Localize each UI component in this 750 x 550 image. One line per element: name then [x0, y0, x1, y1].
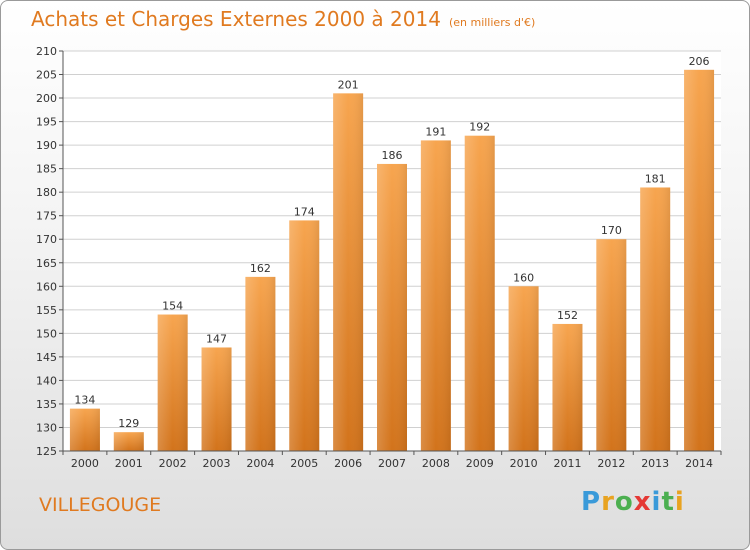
y-tick-label: 165 [36, 257, 57, 270]
location-label: VILLEGOUGE [39, 494, 162, 516]
y-tick-label: 180 [36, 186, 57, 199]
bar-shade [596, 239, 627, 451]
logo-letter: r [601, 487, 615, 517]
logo-letter: x [633, 487, 652, 517]
chart-title-text: Achats et Charges Externes 2000 à 2014 [31, 7, 441, 31]
y-tick-label: 200 [36, 92, 57, 105]
y-tick-label: 145 [36, 351, 57, 364]
x-tick-label: 2003 [203, 457, 231, 470]
value-label: 192 [469, 121, 490, 134]
y-tick-label: 155 [36, 304, 57, 317]
value-label: 129 [118, 417, 139, 430]
bar-shade [377, 163, 407, 452]
x-tick-label: 2009 [466, 457, 494, 470]
logo-letter: i [651, 487, 662, 517]
bar-shade [508, 286, 539, 451]
value-label: 191 [425, 125, 446, 138]
axes: 125 130 135 140 145 150 155 160 165 170 175 180 185 1… [36, 45, 722, 470]
y-tick-label: 160 [36, 280, 57, 293]
x-tick-label: 2005 [290, 457, 318, 470]
y-tick-label: 125 [36, 445, 57, 458]
x-tick-label: 2014 [685, 457, 713, 470]
x-tick-label: 2001 [115, 457, 143, 470]
x-tick-label: 2002 [159, 457, 187, 470]
y-tick-label: 130 [36, 421, 57, 434]
chart-title: Achats et Charges Externes 2000 à 2014 (e… [31, 7, 535, 31]
x-tick-label: 2000 [71, 457, 99, 470]
logo-letter: P [581, 487, 602, 517]
y-tick-label: 170 [36, 233, 57, 246]
y-tick-label: 175 [36, 210, 57, 223]
x-tick-label: 2007 [378, 457, 406, 470]
value-label: 201 [338, 78, 359, 91]
bar-shade [113, 432, 144, 451]
bar-shade [552, 323, 583, 451]
value-label: 160 [513, 271, 534, 284]
x-tick-label: 2008 [422, 457, 450, 470]
value-label: 174 [294, 205, 315, 218]
y-tick-label: 190 [36, 139, 57, 152]
bar-shade [289, 220, 320, 451]
chart-unit-note: (en milliers d'€) [448, 16, 536, 29]
x-tick-label: 2006 [334, 457, 362, 470]
bar-shade [201, 347, 232, 451]
logo-letter: t [661, 487, 675, 517]
value-label: 147 [206, 332, 227, 345]
logo-letter: o [614, 487, 634, 517]
bars: 134 129 154 147 162 174 201 186 191 192 160 152 170 1… [69, 55, 715, 452]
y-tick-label: 185 [36, 163, 57, 176]
logo-letter: i [674, 487, 685, 517]
bar-shade [464, 135, 495, 452]
y-tick-label: 135 [36, 398, 57, 411]
y-tick-label: 195 [36, 116, 57, 129]
y-tick-label: 205 [36, 69, 57, 82]
value-label: 152 [557, 309, 578, 322]
bar-shade [684, 69, 715, 451]
x-tick-label: 2010 [510, 457, 538, 470]
value-label: 162 [250, 262, 271, 275]
x-tick-label: 2013 [641, 457, 669, 470]
bar-shade [69, 408, 100, 451]
proxiti-logo: Proxiti [581, 487, 685, 517]
y-tick-label: 150 [36, 327, 57, 340]
value-label: 206 [689, 55, 710, 68]
y-tick-label: 210 [36, 45, 57, 58]
x-tick-label: 2011 [553, 457, 581, 470]
bar-shade [640, 187, 671, 451]
bar-shade [245, 276, 276, 451]
y-tick-label: 140 [36, 374, 57, 387]
x-tick-label: 2004 [246, 457, 274, 470]
value-label: 134 [74, 394, 95, 407]
value-label: 170 [601, 224, 622, 237]
bar-shade [157, 314, 188, 451]
value-label: 186 [382, 149, 403, 162]
value-label: 154 [162, 300, 183, 313]
value-label: 181 [645, 172, 666, 185]
bar-shade [420, 140, 451, 452]
bar-shade [333, 93, 364, 452]
x-tick-label: 2012 [597, 457, 625, 470]
